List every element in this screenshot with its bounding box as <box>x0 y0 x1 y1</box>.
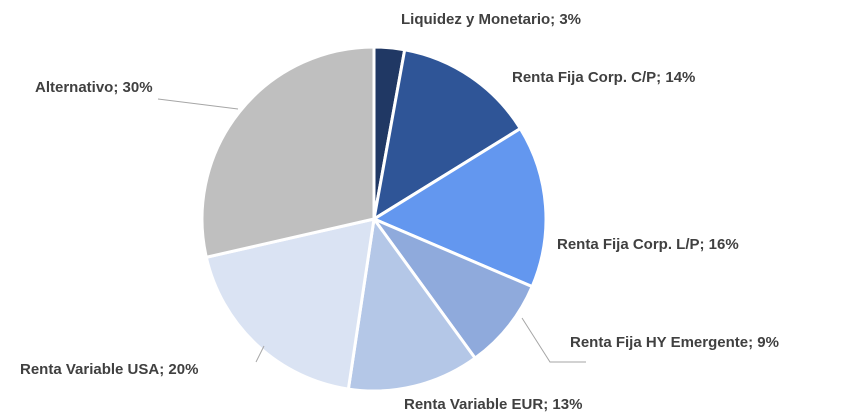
data-label: Renta Fija Corp. L/P; 16% <box>557 236 739 253</box>
leader-line <box>521 317 586 363</box>
leader-line <box>157 98 239 110</box>
data-label: Renta Variable EUR; 13% <box>404 396 582 413</box>
data-label: Renta Variable USA; 20% <box>20 361 198 378</box>
pie-slice: Alternativo <box>200 45 376 260</box>
pie-slice: Renta Variable USA <box>204 217 376 391</box>
pie-slice: Renta Fija Corp. L/P <box>370 126 548 289</box>
data-label: Liquidez y Monetario; 3% <box>401 11 581 28</box>
pie-slice: Renta Fija HY Emergente <box>369 215 535 361</box>
pie-slice: Renta Fija Corp. C/P <box>371 48 523 223</box>
pie-slice: Renta Variable EUR <box>346 215 478 393</box>
data-label: Renta Fija HY Emergente; 9% <box>570 334 779 351</box>
data-label: Alternativo; 30% <box>35 79 153 96</box>
leader-line <box>255 345 265 363</box>
data-label: Renta Fija Corp. C/P; 14% <box>512 69 695 86</box>
